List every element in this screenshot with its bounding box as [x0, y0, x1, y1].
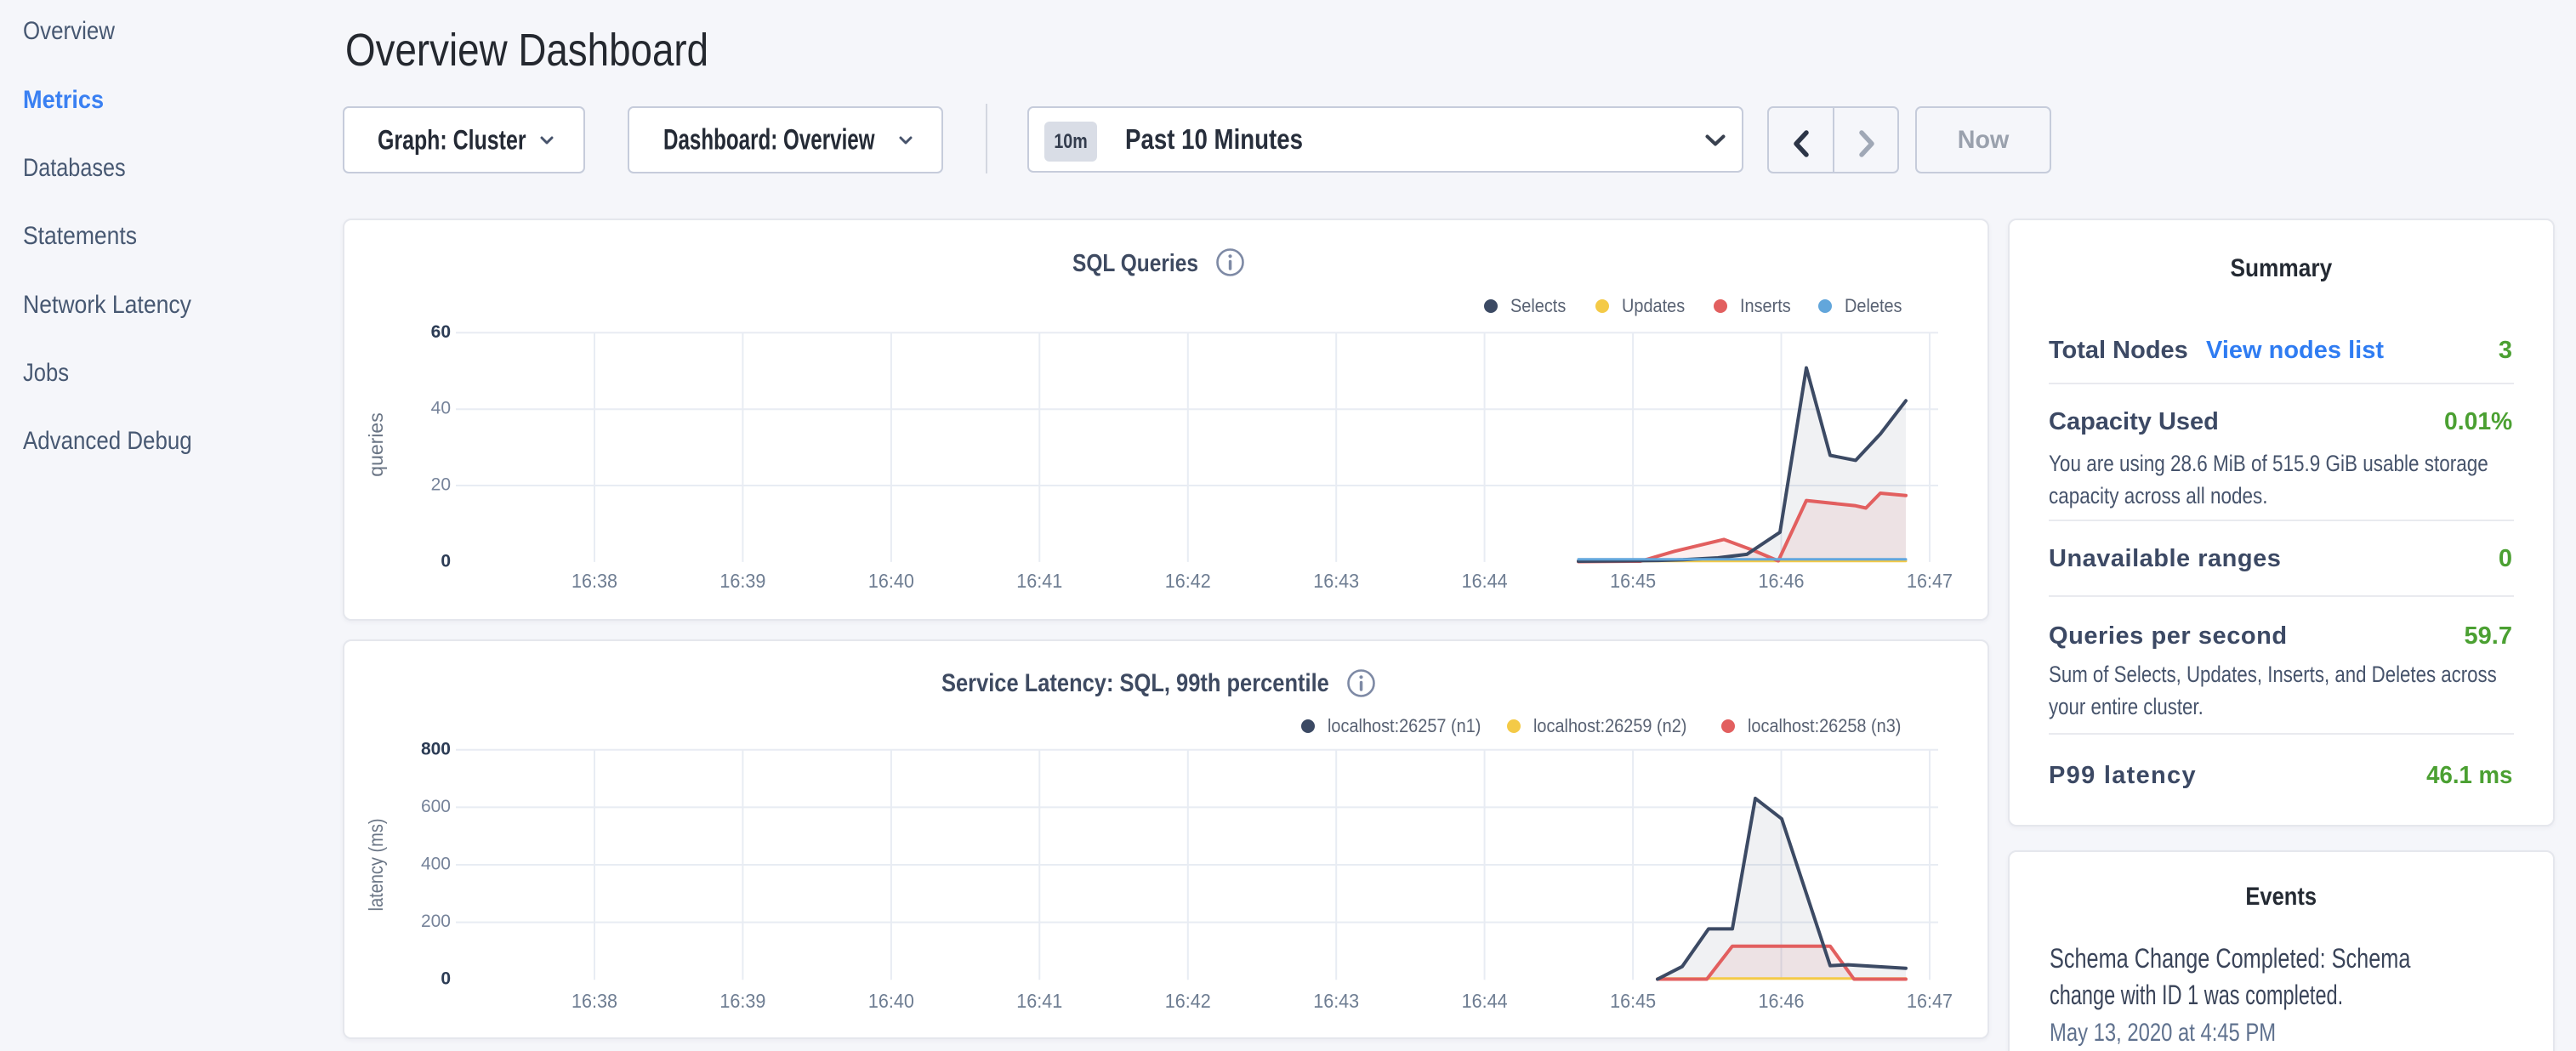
svg-text:16:42: 16:42: [1165, 570, 1211, 592]
svg-text:60: 60: [431, 322, 451, 342]
svg-text:800: 800: [421, 739, 451, 758]
svg-text:16:40: 16:40: [868, 570, 914, 592]
svg-text:16:45: 16:45: [1610, 570, 1656, 592]
svg-text:16:41: 16:41: [1016, 570, 1062, 592]
svg-text:600: 600: [421, 797, 451, 816]
svg-text:latency (ms): latency (ms): [365, 819, 387, 912]
svg-text:16:47: 16:47: [1907, 990, 1953, 1012]
svg-text:16:43: 16:43: [1313, 990, 1359, 1012]
svg-text:16:46: 16:46: [1759, 570, 1805, 592]
svg-text:0: 0: [441, 969, 451, 989]
svg-text:200: 200: [421, 912, 451, 931]
svg-text:16:46: 16:46: [1759, 990, 1805, 1012]
svg-text:16:44: 16:44: [1462, 990, 1508, 1012]
svg-text:40: 40: [431, 399, 451, 418]
svg-text:16:43: 16:43: [1313, 570, 1359, 592]
svg-text:16:39: 16:39: [719, 570, 765, 592]
svg-text:16:39: 16:39: [719, 990, 765, 1012]
svg-text:16:42: 16:42: [1165, 990, 1211, 1012]
svg-text:queries: queries: [365, 412, 387, 476]
svg-text:16:38: 16:38: [571, 570, 617, 592]
svg-text:16:41: 16:41: [1016, 990, 1062, 1012]
svg-text:20: 20: [431, 475, 451, 495]
svg-text:16:47: 16:47: [1907, 570, 1953, 592]
svg-text:16:44: 16:44: [1462, 570, 1508, 592]
svg-text:0: 0: [441, 551, 451, 571]
svg-text:16:38: 16:38: [571, 990, 617, 1012]
svg-text:16:45: 16:45: [1610, 990, 1656, 1012]
svg-text:16:40: 16:40: [868, 990, 914, 1012]
svg-text:400: 400: [421, 855, 451, 874]
